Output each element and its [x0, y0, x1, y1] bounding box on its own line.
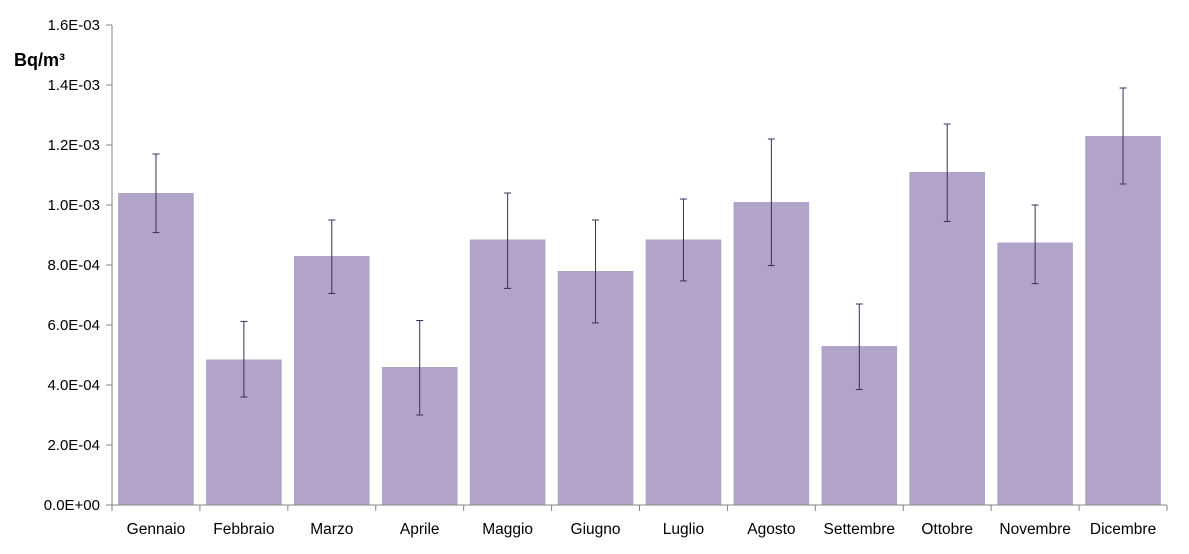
- x-tick-label: Giugno: [571, 521, 621, 538]
- bar: [1085, 136, 1161, 505]
- axes-group: [111, 25, 1168, 511]
- y-tick-label: 1.0E-03: [47, 197, 100, 214]
- y-tick-label: 0.0E+00: [44, 497, 100, 514]
- y-tick-label: 1.6E-03: [47, 17, 100, 34]
- x-tick-label: Gennaio: [127, 521, 186, 538]
- bar: [645, 239, 722, 505]
- bars-group: [118, 136, 1161, 505]
- x-tick-label: Novembre: [999, 521, 1071, 538]
- bar: [293, 256, 370, 505]
- y-tick-label: 2.0E-04: [47, 437, 100, 454]
- error-bars-group: [152, 87, 1127, 416]
- bar: [909, 172, 986, 505]
- y-tick-label: 1.4E-03: [47, 77, 100, 94]
- x-tick-label: Dicembre: [1090, 521, 1156, 538]
- x-tick-label: Febbraio: [213, 521, 274, 538]
- bar: [118, 193, 194, 505]
- y-tick-label: 8.0E-04: [47, 257, 100, 274]
- y-axis-ticks: 0.0E+00 2.0E-04 4.0E-04 6.0E-04 8.0E-04 1.0E-…: [44, 17, 112, 514]
- y-tick-label: 1.2E-03: [47, 137, 100, 154]
- x-tick-label: Agosto: [747, 521, 795, 538]
- x-axis-labels: Gennaio Febbraio Marzo Aprile Maggio Giugno Lu…: [127, 521, 1157, 538]
- y-tick-label: 6.0E-04: [47, 317, 100, 334]
- x-tick-label: Luglio: [663, 521, 704, 538]
- bar: [997, 242, 1073, 505]
- x-tick-label: Settembre: [824, 521, 896, 538]
- y-axis-label: Bq/m³: [14, 50, 65, 70]
- x-tick-label: Marzo: [310, 521, 353, 538]
- x-tick-label: Ottobre: [921, 521, 973, 538]
- x-tick-label: Aprile: [400, 521, 440, 538]
- x-tick-label: Maggio: [482, 521, 533, 538]
- y-tick-label: 4.0E-04: [47, 377, 100, 394]
